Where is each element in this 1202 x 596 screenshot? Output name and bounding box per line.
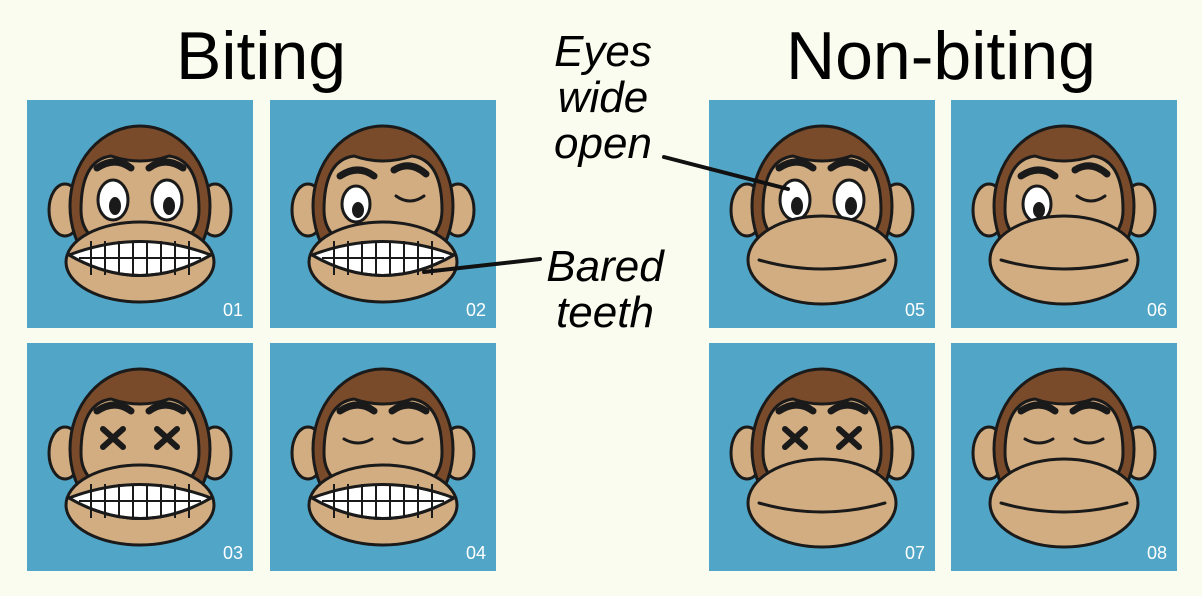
tile-number: 04	[465, 543, 486, 563]
callout-eyes-wide-open: Eyes wide open	[548, 29, 658, 167]
monkey-face-icon	[290, 367, 476, 547]
monkey-tile-04: 04	[270, 343, 496, 571]
monkey-face-icon	[47, 367, 233, 547]
tile-number: 06	[1146, 300, 1167, 320]
monkey-tile-02: 02	[270, 100, 496, 328]
monkey-tile-06: 06	[951, 100, 1177, 328]
callout-line: wide	[557, 73, 649, 122]
heading-nonbiting: Non-biting	[786, 18, 1096, 94]
callout-line: Bared	[546, 242, 664, 291]
heading-biting: Biting	[176, 18, 347, 94]
monkey-tile-01: 01	[27, 100, 253, 328]
monkey-face-icon	[971, 367, 1157, 549]
tile-number: 03	[222, 543, 243, 563]
monkey-tile-03: 03	[27, 343, 253, 571]
monkey-tile-08: 08	[951, 343, 1177, 571]
callout-line: Eyes	[554, 27, 652, 76]
monkey-face-icon	[971, 124, 1157, 306]
tile-number: 08	[1146, 543, 1167, 563]
callout-bared-teeth: Bared teeth	[540, 244, 670, 336]
tile-number: 01	[222, 300, 243, 320]
monkey-face-icon	[290, 124, 476, 304]
callout-line: open	[554, 119, 652, 168]
tile-number: 05	[904, 300, 925, 320]
monkey-tile-05: 05	[709, 100, 935, 328]
monkey-face-icon	[47, 124, 233, 304]
tile-number: 02	[465, 300, 486, 320]
callout-line: teeth	[556, 288, 654, 337]
monkey-tile-07: 07	[709, 343, 935, 571]
monkey-face-icon	[729, 124, 915, 306]
tile-number: 07	[904, 543, 925, 563]
monkey-face-icon	[729, 367, 915, 549]
